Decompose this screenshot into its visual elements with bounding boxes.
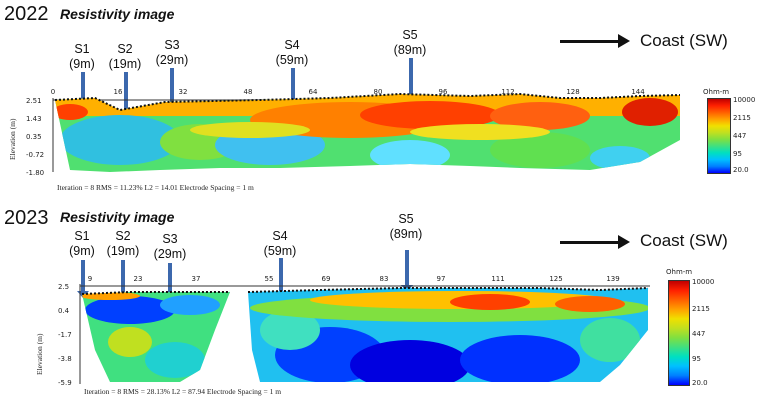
x-tick-2023-5: 83	[380, 275, 389, 283]
x-tick-2023-2: 37	[192, 275, 201, 283]
legend-value-2022-0: 10000	[733, 96, 756, 104]
x-tick-2023-1: 23	[134, 275, 143, 283]
x-tick-2022-2: 32	[179, 88, 188, 96]
station-s3-2023: S3 (29m)	[153, 232, 187, 261]
station-s2-2022: S2 (19m)	[108, 42, 142, 71]
x-tick-2023-4: 69	[322, 275, 331, 283]
x-tick-2023-6: 97	[437, 275, 446, 283]
coast-label-2022: Coast (SW)	[640, 31, 728, 50]
resistivity-section-2022: 0 16 32 48 64 80 96 112 128 144 2.51 1.4…	[26, 88, 681, 177]
x-tick-2022-0: 0	[51, 88, 55, 96]
legend-value-2022-3: 95	[733, 150, 742, 158]
legend-value-2023-2: 447	[692, 330, 706, 338]
direction-arrow-icon-2022	[618, 34, 630, 48]
station-s2-2023: S2 (19m)	[106, 229, 140, 258]
legend-value-2022-4: 20.0	[733, 166, 749, 174]
x-tick-2022-1: 16	[114, 88, 123, 96]
x-tick-2022-4: 64	[309, 88, 318, 96]
y-tick-2022-0: 2.51	[26, 97, 42, 105]
station-s1-2022: S1 (9m)	[69, 42, 95, 71]
y-tick-2023-4: -5.9	[58, 379, 72, 387]
y-tick-2022-3: -0.72	[26, 151, 44, 159]
x-tick-2022-9: 144	[631, 88, 645, 96]
station-s5-2022: S5 (89m)	[393, 28, 427, 57]
direction-arrow-icon-2023	[618, 235, 630, 249]
legend-unit-2023: Ohm-m	[666, 268, 693, 276]
legend-value-2023-4: 20.0	[692, 379, 708, 387]
color-legend-2023	[668, 280, 690, 386]
x-tick-2023-7: 111	[491, 275, 504, 283]
color-legend-2022	[707, 98, 731, 174]
y-axis-label-2023: Elevation (m)	[35, 333, 44, 375]
x-tick-2023-0: 9	[88, 275, 92, 283]
x-tick-2022-5: 80	[374, 88, 383, 96]
y-tick-2022-1: 1.43	[26, 115, 42, 123]
year-2023: 2023	[4, 207, 49, 229]
station-s3-2022: S3 (29m)	[155, 38, 189, 67]
y-tick-2022-4: -1.80	[26, 169, 44, 177]
x-tick-2023-9: 139	[606, 275, 619, 283]
direction-arrow-line-2023	[560, 241, 620, 244]
station-s4-2023: S4 (59m)	[263, 229, 297, 258]
footer-2022: Iteration = 8 RMS = 11.23% L2 = 14.01 El…	[57, 183, 254, 192]
x-tick-2022-7: 112	[501, 88, 514, 96]
x-tick-2023-3: 55	[265, 275, 274, 283]
y-tick-2023-3: -3.8	[58, 355, 72, 363]
x-tick-2022-3: 48	[244, 88, 253, 96]
x-tick-2022-8: 128	[566, 88, 579, 96]
resistivity-section-2023: 9 23 37 55 69 83 97 111 125 139 2.5 0.4 …	[58, 275, 650, 387]
direction-arrow-line-2022	[560, 40, 620, 43]
footer-2023: Iteration = 8 RMS = 28.13% L2 = 87.94 El…	[84, 387, 282, 396]
y-tick-2023-0: 2.5	[58, 283, 69, 291]
legend-value-2022-1: 2115	[733, 114, 751, 122]
legend-unit-2022: Ohm-m	[703, 88, 730, 96]
station-s1-2023: S1 (9m)	[69, 229, 95, 258]
legend-value-2023-1: 2115	[692, 305, 710, 313]
year-2022: 2022	[4, 3, 49, 25]
subtitle-2023: Resistivity image	[60, 209, 175, 225]
station-s5-2023: S5 (89m)	[389, 212, 423, 241]
x-tick-2022-6: 96	[439, 88, 448, 96]
coast-label-2023: Coast (SW)	[640, 231, 728, 250]
station-s4-2022: S4 (59m)	[275, 38, 309, 67]
legend-value-2023-3: 95	[692, 355, 701, 363]
y-tick-2023-1: 0.4	[58, 307, 70, 315]
y-tick-2022-2: 0.35	[26, 133, 42, 141]
x-tick-2023-8: 125	[549, 275, 562, 283]
subtitle-2022: Resistivity image	[60, 6, 175, 22]
y-axis-label-2022: Elevation (m)	[8, 118, 17, 160]
legend-value-2022-2: 447	[733, 132, 747, 140]
y-tick-2023-2: -1.7	[58, 331, 72, 339]
legend-value-2023-0: 10000	[692, 278, 715, 286]
